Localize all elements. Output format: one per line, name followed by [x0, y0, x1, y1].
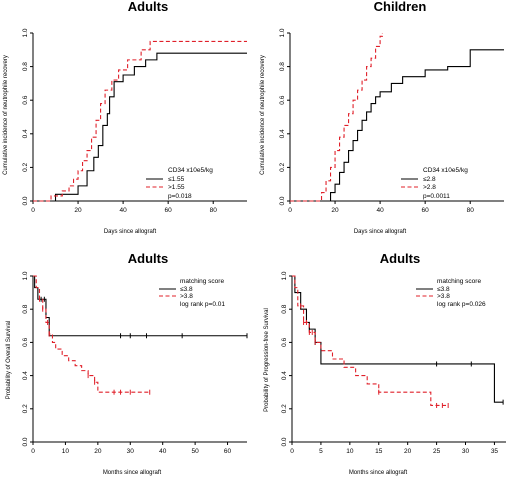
panel-b-x-tick-label: 80 — [467, 207, 475, 214]
panel-c-series-2-line — [33, 275, 150, 393]
panel-a-y-tick-label: 1.0 — [22, 28, 29, 37]
panel-b-series-2-line — [290, 33, 383, 202]
panel-d-y-tick-label: 0.0 — [281, 437, 288, 446]
panel-d-y-tick-label: 0.6 — [281, 338, 288, 347]
panel-b-legend-item-2: >2.8 — [423, 184, 436, 191]
panel-d-x-tick-label: 0 — [290, 448, 294, 455]
panel-c-ylabel: Probability of Overall Survival — [6, 321, 12, 399]
panel-a-x-tick-label: 80 — [210, 207, 218, 214]
panel-b-ylabel: Cumulative incidence of neutrophile reco… — [260, 55, 266, 175]
panel-b-pvalue: p=0.0011 — [423, 193, 450, 200]
panel-c-y-tick-label: 1.0 — [22, 271, 29, 280]
panel-d-x-tick-label: 30 — [462, 448, 470, 455]
panel-b-y-tick-label: 0.6 — [279, 95, 286, 104]
panel-a-series-2-line — [33, 40, 247, 202]
panel-b-legend: CD34 x10e5/kg ≤2.8 >2.8 p=0.0011 — [401, 167, 468, 200]
panel-c-legend-item-2: >3.8 — [180, 293, 193, 300]
panel-a-legend: CD34 x10e5/kg ≤1.55 >1.55 p=0.018 — [146, 167, 213, 200]
panel-c-legend-item-1: ≤3.8 — [180, 286, 193, 293]
panel-d-x-tick-label: 15 — [375, 448, 383, 455]
panel-c-xlabel: Months since allograft — [103, 470, 162, 476]
panel-d-y-tick-label: 1.0 — [281, 271, 288, 280]
panel-a-x-tick-label: 40 — [119, 207, 127, 214]
panel-a-ylabel: Cumulative incidence of neutrophile reco… — [3, 55, 9, 175]
panel-d-legend-item-1: ≤3.8 — [437, 286, 450, 293]
panel-b-y-tick-label: 0.0 — [279, 196, 286, 205]
panel-b-x-tick-label: 60 — [422, 207, 430, 214]
panel-c-legend: matching score ≤3.8 >3.8 log rank p=0.01 — [159, 278, 225, 308]
panel-d-legend-item-2: >3.8 — [437, 293, 450, 300]
panel-b-plot: 0 20 40 60 80 0.0 0.2 0.4 0.6 0.8 1.0 — [279, 28, 504, 214]
panel-c-legend-title: matching score — [180, 278, 224, 285]
panel-c-y-tick-label: 0.0 — [22, 437, 29, 446]
panel-b-y-tick-label: 0.8 — [279, 62, 286, 71]
panel-d-title: Adults — [380, 251, 420, 266]
panel-d-y-tick-label: 0.8 — [281, 304, 288, 313]
panel-d-ylabel: Probability of Progression-free Survival — [264, 308, 270, 412]
panel-a-legend-item-2: >1.55 — [168, 184, 185, 191]
panel-c-x-tick-label: 10 — [62, 448, 70, 455]
panel-a-y-tick-label: 0.6 — [22, 95, 29, 104]
panel-a-plot: 0 20 40 60 80 0.0 0.2 0.4 0.6 0.8 1.0 — [22, 28, 247, 214]
panel-d-xlabel: Months since allograft — [349, 470, 408, 476]
panel-c-title: Adults — [128, 251, 168, 266]
panel-d-y-tick-label: 0.4 — [281, 371, 288, 380]
panel-a-pvalue: p=0.018 — [168, 193, 192, 200]
panel-c-y-tick-label: 0.6 — [22, 338, 29, 347]
panel-a-x-tick-label: 60 — [165, 207, 173, 214]
panel-a-legend-title: CD34 x10e5/kg — [168, 167, 213, 174]
panel-a-x-tick-label: 20 — [74, 207, 82, 214]
panel-a-legend-item-1: ≤1.55 — [168, 176, 185, 183]
panel-d-x-tick-label: 20 — [404, 448, 412, 455]
panel-a-y-tick-label: 0.4 — [22, 129, 29, 138]
panel-b-y-tick-label: 0.2 — [279, 163, 286, 172]
panel-b-x-tick-label: 20 — [331, 207, 339, 214]
panel-d-legend: matching score ≤3.8 >3.8 log rank p=0.02… — [416, 278, 486, 308]
panel-a-xlabel: Days since allograft — [104, 229, 157, 235]
panel-d-x-tick-label: 5 — [319, 448, 323, 455]
panel-a-y-tick-label: 0.2 — [22, 163, 29, 172]
panel-b-x-tick-label: 40 — [376, 207, 384, 214]
panel-d-x-tick-label: 10 — [346, 448, 354, 455]
panel-c-pvalue: log rank p=0.01 — [180, 301, 225, 308]
panel-b-y-tick-label: 1.0 — [279, 28, 286, 37]
panel-d-legend-title: matching score — [437, 278, 481, 285]
panel-d-plot: 0 5 10 15 20 25 30 35 0.0 0.2 0.4 0.6 0.8 1.0 — [281, 271, 506, 455]
panel-b-series-1-line — [290, 49, 504, 202]
panel-c-y-tick-label: 0.2 — [22, 404, 29, 413]
panel-d-x-tick-label: 25 — [433, 448, 441, 455]
panel-b-legend-item-1: ≤2.8 — [423, 176, 436, 183]
panel-d-series-1-line — [292, 275, 504, 403]
panel-c-y-tick-label: 0.8 — [22, 304, 29, 313]
panel-c-y-tick-label: 0.4 — [22, 371, 29, 380]
panel-a-x-tick-label: 0 — [31, 207, 35, 214]
panel-b-title: Children — [374, 0, 427, 14]
panel-c-x-tick-label: 30 — [127, 448, 135, 455]
panel-c-x-tick-label: 50 — [192, 448, 200, 455]
panel-c-x-tick-label: 0 — [31, 448, 35, 455]
panel-a-y-tick-label: 0.0 — [22, 196, 29, 205]
panel-b-x-tick-label: 0 — [288, 207, 292, 214]
panel-d-x-tick-label: 35 — [491, 448, 499, 455]
panel-b-xlabel: Days since allograft — [354, 229, 407, 235]
panel-a-title: Adults — [128, 0, 168, 14]
panel-a-y-tick-label: 0.8 — [22, 62, 29, 71]
panel-d-y-tick-label: 0.2 — [281, 404, 288, 413]
panel-c-x-tick-label: 20 — [94, 448, 102, 455]
panel-c-x-tick-label: 60 — [224, 448, 232, 455]
panel-d-pvalue: log rank p=0.026 — [437, 301, 486, 308]
panel-c-plot: 0 10 20 30 40 50 60 0.0 0.2 0.4 0.6 0.8 1.0 — [22, 271, 248, 455]
panel-b-y-tick-label: 0.4 — [279, 129, 286, 138]
panel-c-x-tick-label: 40 — [159, 448, 167, 455]
panel-a-series-1-line — [33, 52, 247, 202]
panel-b-legend-title: CD34 x10e5/kg — [423, 167, 468, 174]
